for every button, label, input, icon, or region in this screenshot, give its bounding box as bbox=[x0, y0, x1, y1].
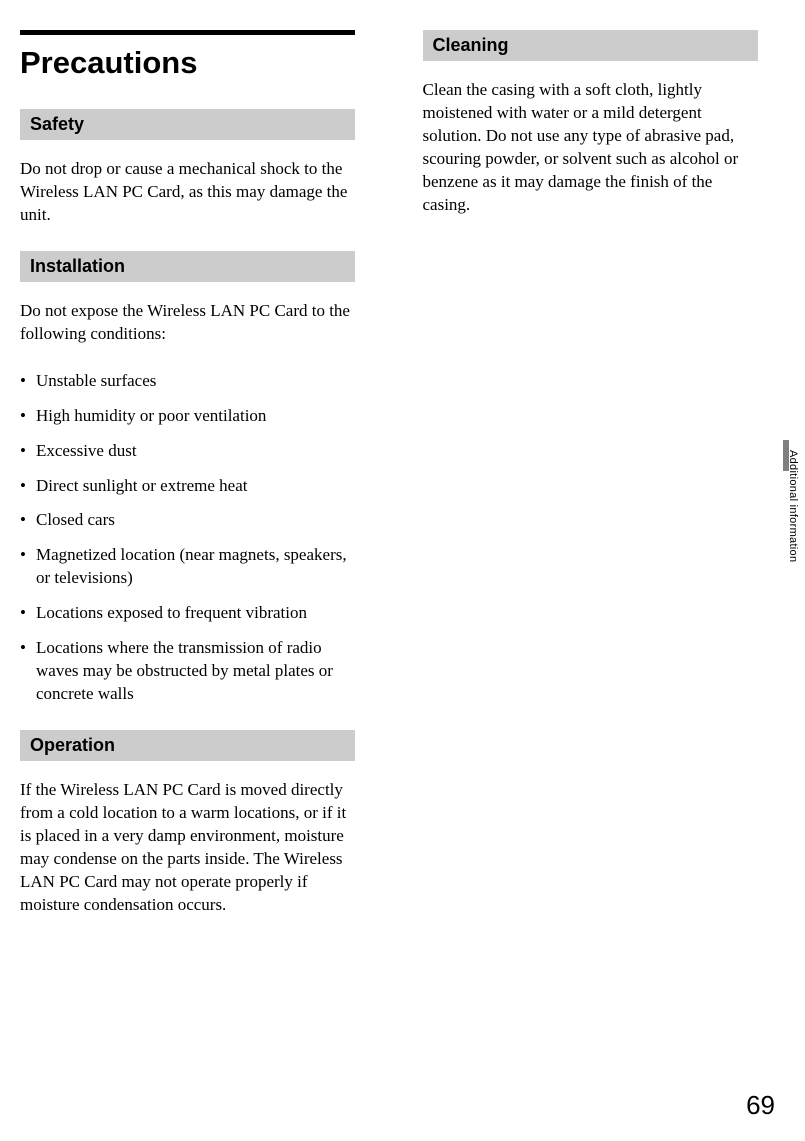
list-item: Closed cars bbox=[20, 509, 355, 532]
section-heading-installation: Installation bbox=[20, 251, 355, 282]
list-item: Magnetized location (near magnets, speak… bbox=[20, 544, 355, 590]
list-item: High humidity or poor ventilation bbox=[20, 405, 355, 428]
list-item: Excessive dust bbox=[20, 440, 355, 463]
page-content: Precautions Safety Do not drop or cause … bbox=[20, 30, 785, 941]
main-title: Precautions bbox=[20, 45, 383, 81]
section-heading-cleaning: Cleaning bbox=[423, 30, 758, 61]
title-top-bar bbox=[20, 30, 355, 35]
section-heading-safety: Safety bbox=[20, 109, 355, 140]
list-item: Direct sunlight or extreme heat bbox=[20, 475, 355, 498]
section-heading-operation: Operation bbox=[20, 730, 355, 761]
list-item: Unstable surfaces bbox=[20, 370, 355, 393]
operation-body: If the Wireless LAN PC Card is moved dir… bbox=[20, 779, 355, 917]
safety-body: Do not drop or cause a mechanical shock … bbox=[20, 158, 355, 227]
side-tab-label: Additional information bbox=[787, 450, 799, 562]
cleaning-body: Clean the casing with a soft cloth, ligh… bbox=[423, 79, 758, 217]
installation-intro: Do not expose the Wireless LAN PC Card t… bbox=[20, 300, 355, 346]
right-column: Cleaning Clean the casing with a soft cl… bbox=[423, 30, 786, 941]
list-item: Locations exposed to frequent vibration bbox=[20, 602, 355, 625]
list-item: Locations where the transmission of radi… bbox=[20, 637, 355, 706]
left-column: Precautions Safety Do not drop or cause … bbox=[20, 30, 383, 941]
side-tab: Additional information bbox=[783, 440, 805, 620]
installation-list: Unstable surfaces High humidity or poor … bbox=[20, 370, 355, 706]
page-number: 69 bbox=[746, 1090, 775, 1121]
